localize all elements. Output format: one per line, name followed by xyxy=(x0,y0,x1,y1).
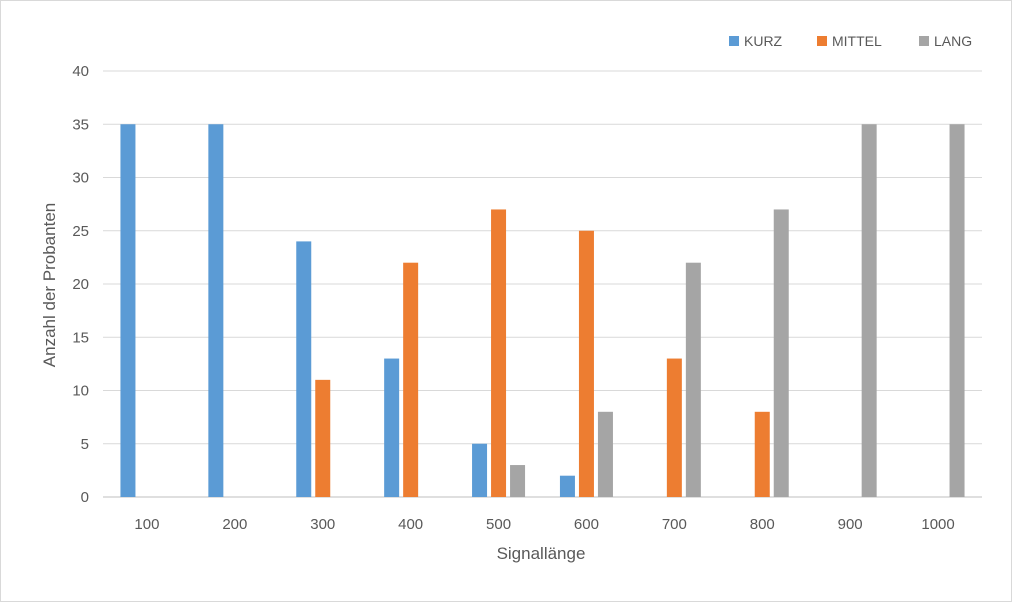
x-tick-label: 800 xyxy=(750,516,775,533)
bar-mittel-500 xyxy=(491,209,507,497)
legend: KURZ MITTEL LANG xyxy=(729,33,972,49)
y-tick-label: 0 xyxy=(81,489,89,506)
x-tick-label: 100 xyxy=(134,516,159,533)
legend-item-lang: LANG xyxy=(919,33,972,49)
y-tick-label: 10 xyxy=(72,383,89,400)
x-axis-title: Signallänge xyxy=(497,544,586,563)
y-tick-label: 20 xyxy=(72,276,89,293)
bar-mittel-700 xyxy=(666,358,682,497)
x-tick-label: 300 xyxy=(310,516,335,533)
x-tick-label: 400 xyxy=(398,516,423,533)
bar-lang-800 xyxy=(773,209,789,497)
bar-kurz-300 xyxy=(296,241,312,497)
bar-kurz-500 xyxy=(472,443,488,497)
legend-label: LANG xyxy=(934,33,972,49)
bar-kurz-400 xyxy=(384,358,400,497)
bar-mittel-600 xyxy=(578,230,594,497)
legend-item-kurz: KURZ xyxy=(729,33,783,49)
bar-kurz-600 xyxy=(559,475,575,497)
y-tick-label: 35 xyxy=(72,116,89,133)
legend-label: KURZ xyxy=(744,33,783,49)
y-tick-label: 25 xyxy=(72,223,89,240)
y-axis-ticks: 0 5 10 15 20 25 30 35 40 xyxy=(72,63,89,506)
x-tick-label: 700 xyxy=(662,516,687,533)
x-tick-label: 600 xyxy=(574,516,599,533)
y-tick-label: 40 xyxy=(72,63,89,80)
legend-item-mittel: MITTEL xyxy=(817,33,882,49)
legend-swatch xyxy=(817,36,827,46)
y-tick-label: 30 xyxy=(72,170,89,187)
x-tick-label: 500 xyxy=(486,516,511,533)
legend-swatch xyxy=(919,36,929,46)
y-tick-label: 15 xyxy=(72,329,89,346)
x-tick-label: 900 xyxy=(838,516,863,533)
bar-kurz-200 xyxy=(208,124,224,497)
bar-lang-700 xyxy=(685,262,701,497)
legend-swatch xyxy=(729,36,739,46)
gridlines xyxy=(103,70,982,498)
y-tick-label: 5 xyxy=(81,436,89,453)
legend-label: MITTEL xyxy=(832,33,882,49)
bar-kurz-100 xyxy=(120,124,136,497)
bar-mittel-300 xyxy=(315,379,331,497)
x-axis-ticks: 100 200 300 400 500 600 700 800 900 1000 xyxy=(134,516,954,533)
bars xyxy=(120,124,965,497)
bar-lang-600 xyxy=(597,411,613,497)
bar-lang-1000 xyxy=(949,124,965,497)
x-tick-label: 1000 xyxy=(921,516,954,533)
bar-mittel-800 xyxy=(754,411,770,497)
bar-mittel-400 xyxy=(403,262,419,497)
x-tick-label: 200 xyxy=(222,516,247,533)
y-axis-title: Anzahl der Probanten xyxy=(40,203,59,367)
bar-lang-500 xyxy=(510,465,526,497)
bar-lang-900 xyxy=(861,124,877,497)
